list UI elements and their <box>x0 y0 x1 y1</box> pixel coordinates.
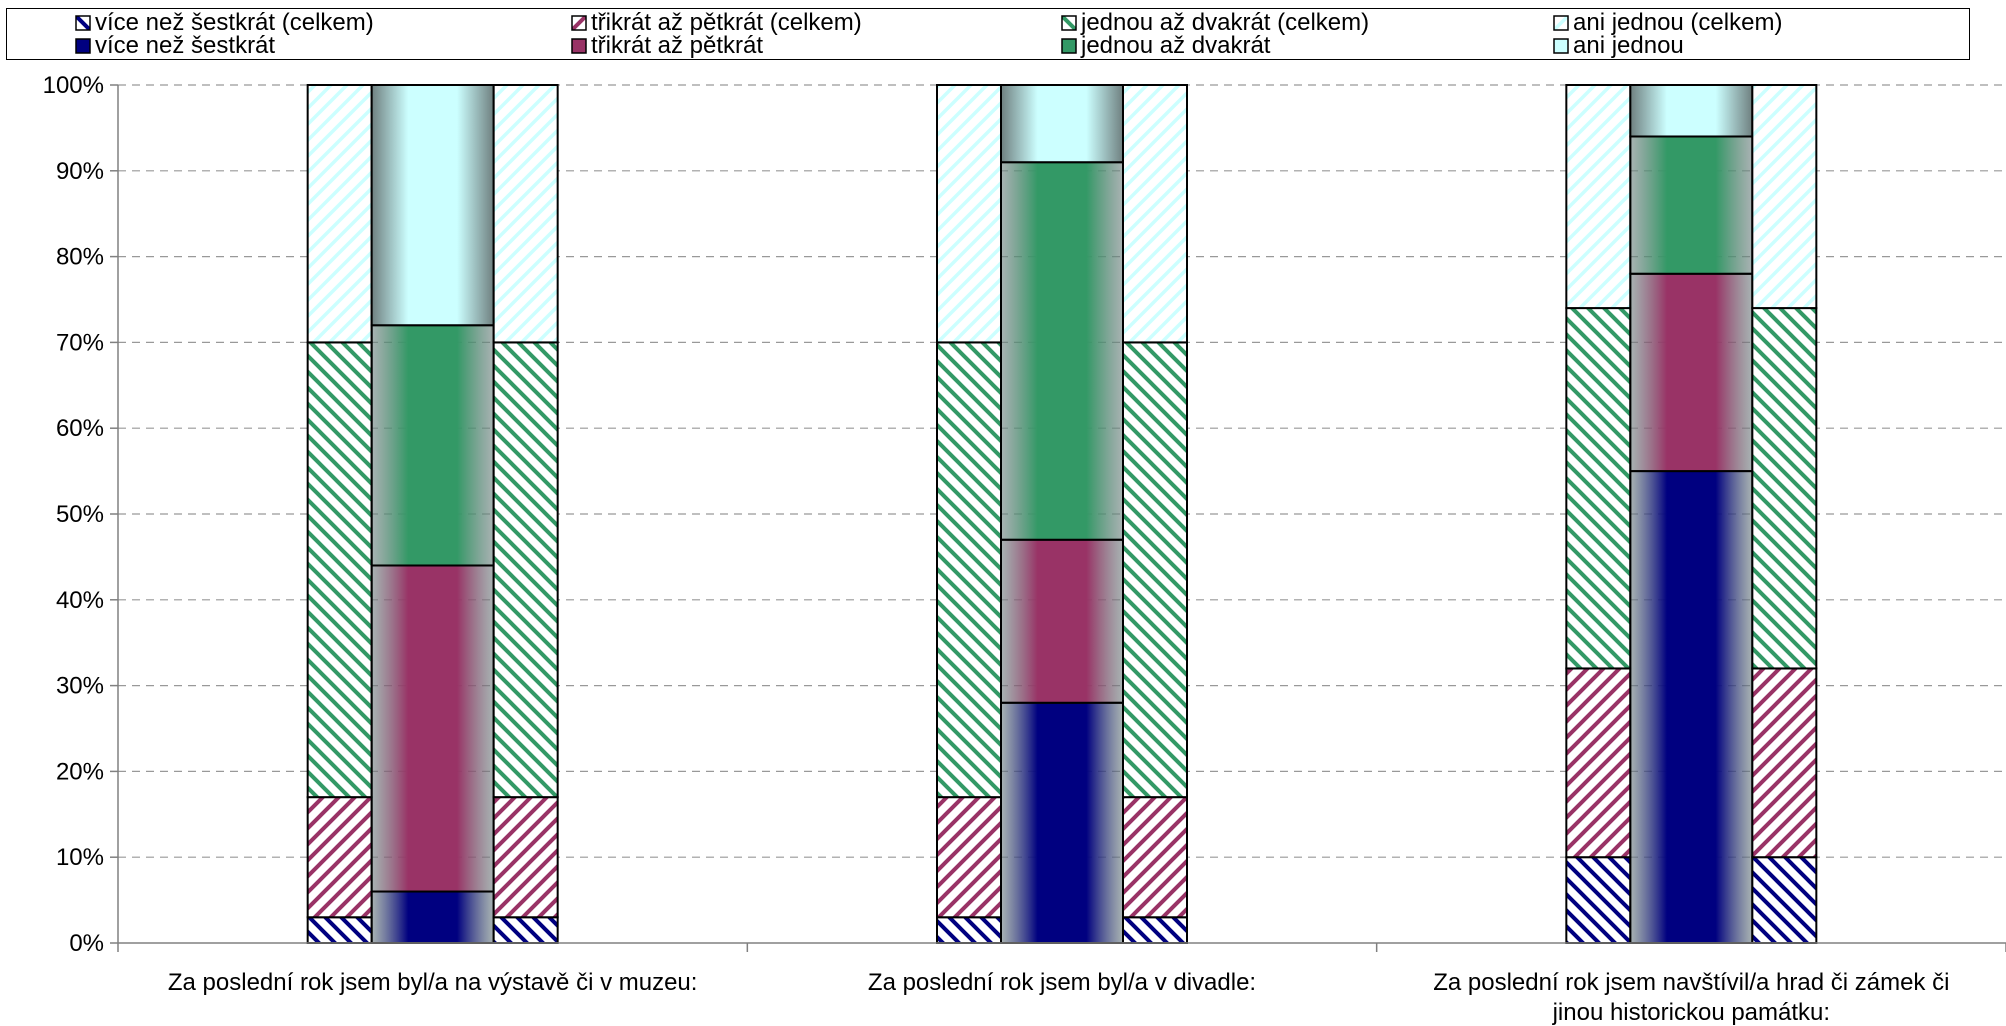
bar-total-left-ani-jednou-celkem-1 <box>306 84 373 344</box>
legend-swatch <box>75 15 91 31</box>
bar-total-left-ani-jednou-celkem-2 <box>936 84 1002 344</box>
bar-total-right-vice-nez-sestkrat-celkem-3 <box>1751 856 1818 945</box>
y-tick-label: 60% <box>56 415 104 442</box>
bar-total-right-trikrat-az-petkrat-celkem-2 <box>1122 796 1188 919</box>
legend-swatch <box>571 15 587 31</box>
bar-main-vice-nez-sestkrat-2 <box>1000 701 1124 945</box>
bar-total-left-vice-nez-sestkrat-celkem-3 <box>1565 856 1632 945</box>
legend-swatch <box>1061 38 1077 54</box>
legend-item-vice-nez-sestkrat: více než šestkrát <box>75 34 275 58</box>
bar-total-right-ani-jednou-celkem-1 <box>492 84 559 344</box>
y-tick-label: 0% <box>69 930 104 957</box>
y-tick-label: 40% <box>56 587 104 614</box>
bar-main-trikrat-az-petkrat-3 <box>1629 272 1754 473</box>
category-label: jinou historickou památku: <box>1552 999 1830 1026</box>
bar-main-ani-jednou-3 <box>1629 84 1754 138</box>
bar-total-left-vice-nez-sestkrat-celkem-2 <box>936 916 1002 945</box>
y-tick-label: 100% <box>43 72 104 99</box>
bar-total-right-vice-nez-sestkrat-celkem-1 <box>492 916 559 945</box>
legend-item-ani-jednou: ani jednou <box>1553 34 1684 58</box>
legend-item-trikrat-az-petkrat: třikrát až pětkrát <box>571 34 763 58</box>
legend-label: ani jednou (celkem) <box>1573 9 1783 36</box>
legend-label: ani jednou <box>1573 32 1684 59</box>
category-label: Za poslední rok jsem navštívil/a hrad či… <box>1433 969 1949 996</box>
y-tick-label: 20% <box>56 758 104 785</box>
bar-main-ani-jednou-1 <box>370 84 495 327</box>
bar-main-vice-nez-sestkrat-1 <box>370 890 495 945</box>
bar-main-jednou-az-dvakrat-1 <box>370 324 495 567</box>
bar-total-left-jednou-az-dvakrat-celkem-1 <box>306 341 373 799</box>
bar-main-jednou-az-dvakrat-2 <box>1000 161 1124 541</box>
bar-total-right-jednou-az-dvakrat-celkem-1 <box>492 341 559 799</box>
legend-label: třikrát až pětkrát <box>591 32 764 59</box>
bar-main-trikrat-az-petkrat-1 <box>370 564 495 893</box>
category-label: Za poslední rok jsem byl/a v divadle: <box>868 969 1256 996</box>
y-tick-label: 50% <box>56 501 104 528</box>
legend-item-jednou-az-dvakrat: jednou až dvakrát <box>1061 34 1270 58</box>
legend-swatch <box>571 38 587 54</box>
bar-total-left-vice-nez-sestkrat-celkem-1 <box>306 916 373 945</box>
bar-total-right-ani-jednou-celkem-2 <box>1122 84 1188 344</box>
y-tick-label: 90% <box>56 158 104 185</box>
legend-swatch <box>75 38 91 54</box>
y-tick-label: 80% <box>56 244 104 271</box>
legend-item-ani-jednou-celkem: ani jednou (celkem) <box>1553 11 1782 35</box>
legend-label: více než šestkrát <box>95 32 276 59</box>
bar-main-trikrat-az-petkrat-2 <box>1000 538 1124 704</box>
bar-total-left-jednou-az-dvakrat-celkem-2 <box>936 341 1002 799</box>
bar-total-right-vice-nez-sestkrat-celkem-2 <box>1122 916 1188 945</box>
bar-total-left-trikrat-az-petkrat-celkem-1 <box>306 796 373 919</box>
category-label: Za poslední rok jsem byl/a na výstavě či… <box>168 969 698 996</box>
bar-total-right-ani-jednou-celkem-3 <box>1751 84 1818 310</box>
y-tick-label: 10% <box>56 844 104 871</box>
legend: více než šestkrát (celkem) třikrát až pět… <box>6 8 1970 60</box>
legend-swatch <box>1553 38 1569 54</box>
bar-total-left-trikrat-az-petkrat-celkem-2 <box>936 796 1002 919</box>
bar-total-right-trikrat-az-petkrat-celkem-1 <box>492 796 559 919</box>
y-tick-label: 70% <box>56 329 104 356</box>
bar-main-jednou-az-dvakrat-3 <box>1629 135 1754 275</box>
bar-total-right-trikrat-az-petkrat-celkem-3 <box>1751 667 1818 859</box>
legend-label: jednou až dvakrát (celkem) <box>1081 9 1370 36</box>
legend-label: více než šestkrát (celkem) <box>95 9 374 36</box>
legend-item-vice-nez-sestkrat-celkem: více než šestkrát (celkem) <box>75 11 374 35</box>
legend-swatch <box>1061 15 1077 31</box>
legend-item-trikrat-az-petkrat-celkem: třikrát až pětkrát (celkem) <box>571 11 862 35</box>
bar-total-left-jednou-az-dvakrat-celkem-3 <box>1565 307 1632 670</box>
bar-total-left-trikrat-az-petkrat-celkem-3 <box>1565 667 1632 859</box>
bar-total-left-ani-jednou-celkem-3 <box>1565 84 1632 310</box>
bar-main-ani-jednou-2 <box>1000 84 1124 164</box>
legend-label: jednou až dvakrát <box>1081 32 1271 59</box>
legend-label: třikrát až pětkrát (celkem) <box>591 9 862 36</box>
bar-main-vice-nez-sestkrat-3 <box>1629 470 1754 944</box>
legend-item-jednou-az-dvakrat-celkem: jednou až dvakrát (celkem) <box>1061 11 1369 35</box>
bar-total-right-jednou-az-dvakrat-celkem-2 <box>1122 341 1188 799</box>
legend-swatch <box>1553 15 1569 31</box>
y-tick-label: 30% <box>56 673 104 700</box>
bar-total-right-jednou-az-dvakrat-celkem-3 <box>1751 307 1818 670</box>
